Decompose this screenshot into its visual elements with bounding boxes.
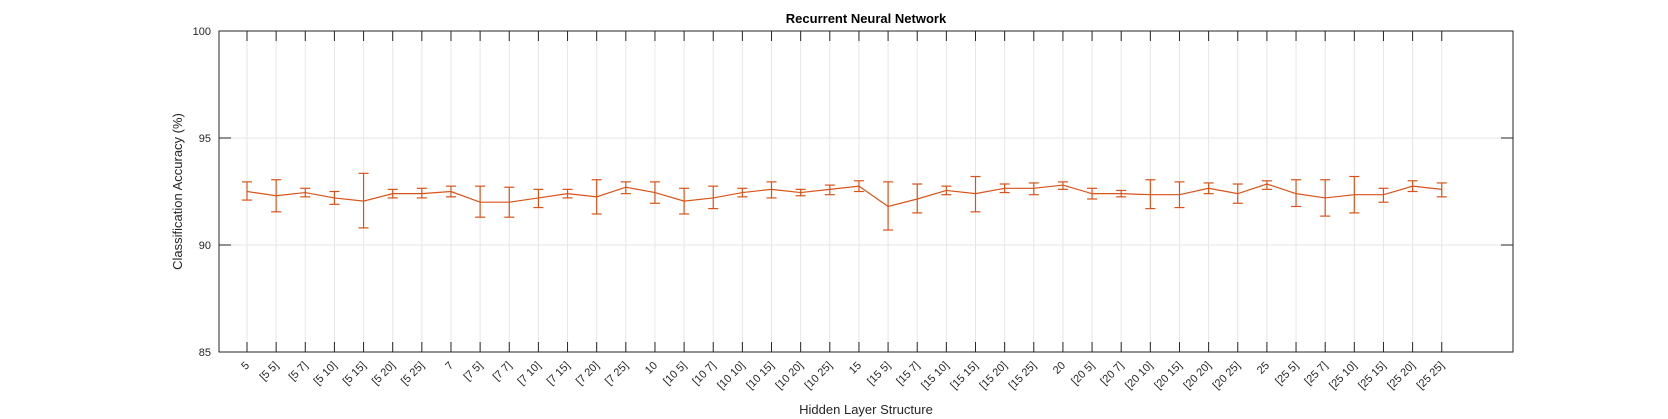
error-bar bbox=[1436, 182, 1447, 198]
y-axis-label: Classification Accuracy (%) bbox=[170, 113, 185, 270]
axis-ticks bbox=[219, 30, 1513, 353]
series-accuracy bbox=[242, 172, 1447, 231]
series-line bbox=[246, 183, 1442, 208]
y-tick-label: 95 bbox=[199, 133, 211, 145]
y-tick-label: 85 bbox=[199, 347, 211, 359]
y-tick-label: 90 bbox=[199, 240, 211, 252]
y-tick-labels: 85 90 95 100 bbox=[193, 26, 211, 359]
x-axis-label: Hidden Layer Structure bbox=[799, 402, 933, 417]
error-bar bbox=[1261, 180, 1272, 190]
error-bar bbox=[242, 181, 252, 201]
y-tick-label: 100 bbox=[193, 26, 211, 38]
plot-frame bbox=[218, 30, 1514, 353]
chart-title: Recurrent Neural Network bbox=[786, 11, 947, 26]
